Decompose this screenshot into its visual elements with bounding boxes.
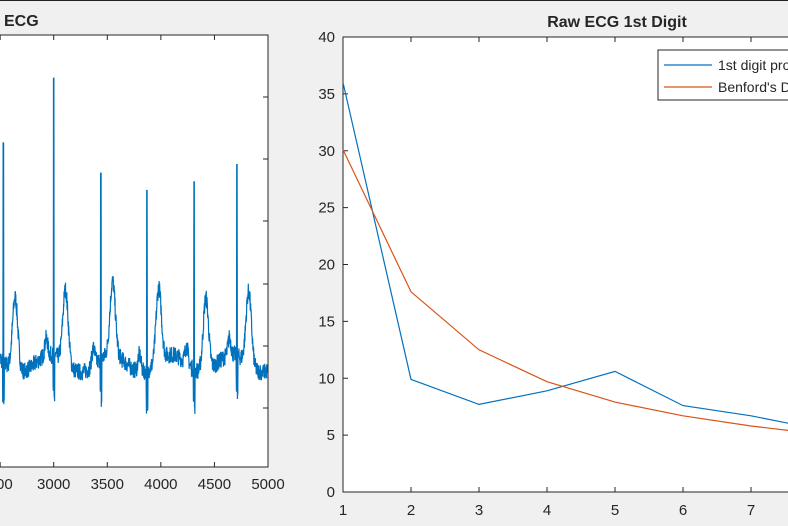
plot-area [0, 35, 268, 467]
y-tick-label: 0 [327, 484, 335, 501]
x-tick-label: 4 [543, 502, 551, 519]
y-tick-label: 30 [318, 143, 335, 160]
chart-title: ECG [4, 13, 39, 30]
ecg-axes: ECG 500 3000 3500 4000 4500 5000 [0, 13, 285, 493]
y-tick-label: 10 [318, 370, 335, 387]
x-tick-label: 7 [747, 502, 755, 519]
x-tick-label: 4000 [144, 476, 177, 493]
legend-label-0: 1st digit probability [718, 57, 788, 73]
series-line-1 [342, 149, 788, 431]
ecg-signal-line [0, 77, 269, 415]
x-tick-label: 500 [0, 476, 13, 493]
y-tick-label: 15 [318, 313, 335, 330]
y-tick-label: 25 [318, 200, 335, 217]
legend-label-1: Benford's Distribution [718, 79, 788, 95]
y-tick-label: 5 [327, 427, 335, 444]
x-tick-label: 5 [611, 502, 619, 519]
plot-area [342, 36, 788, 493]
y-tick-label: 35 [318, 86, 335, 103]
x-tick-label: 5000 [251, 476, 284, 493]
x-tick-label: 2 [407, 502, 415, 519]
x-tick-label: 3 [475, 502, 483, 519]
chart-title: Raw ECG 1st Digit [547, 14, 687, 31]
x-tick-label: 3000 [37, 476, 70, 493]
digit-axes: Raw ECG 1st Digit 0 5 10 15 20 25 30 35 40 1 2 3 4 5 6 7… [318, 14, 788, 519]
axes-box [0, 34, 269, 468]
series-line-0 [342, 82, 788, 424]
legend-box [657, 49, 788, 101]
y-tick-label: 40 [318, 29, 335, 46]
x-tick-label: 3500 [91, 476, 124, 493]
x-tick-label: 4500 [198, 476, 231, 493]
x-tick-label: 6 [679, 502, 687, 519]
y-tick-label: 20 [318, 257, 335, 274]
window-border [0, 0, 788, 1]
x-tick-label: 1 [339, 502, 347, 519]
